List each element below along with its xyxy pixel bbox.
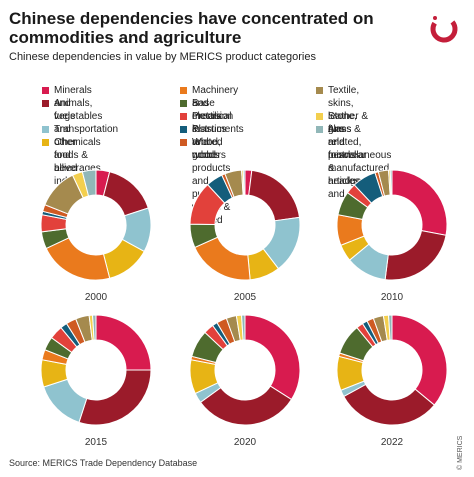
legend-swatch: [42, 139, 49, 146]
legend-label: Stone, glass and pearls: [328, 111, 357, 161]
legend-swatch: [42, 87, 49, 94]
donut-slice: [43, 378, 88, 423]
donut-slice: [388, 314, 393, 341]
donut-slice: [199, 385, 293, 426]
legend-label: Machinery and electrical: [192, 85, 239, 122]
donut-slice: [389, 169, 393, 196]
donut-slice: [244, 314, 301, 401]
donut-slice: [248, 169, 301, 222]
source-note: Source: MERICS Trade Dependency Database: [9, 458, 198, 468]
donut-2005: [189, 169, 301, 281]
legend-label: Transportation: [54, 124, 119, 135]
donut-slice: [241, 314, 246, 341]
year-label: 2000: [84, 292, 108, 303]
chart-title: Chinese dependencies have concentrated o…: [9, 9, 374, 47]
donut-slice: [102, 171, 149, 217]
donut-slice: [81, 169, 97, 197]
donut-slice: [391, 169, 448, 236]
donut-2022: [336, 314, 448, 426]
donut-slice: [384, 230, 447, 281]
legend-swatch: [180, 100, 187, 107]
chart-subtitle: Chinese dependencies in value by MERICS …: [9, 51, 316, 63]
legend-label: Precision instruments: [192, 111, 244, 135]
merics-logo-icon: [430, 15, 458, 43]
donut-2010: [336, 169, 448, 281]
legend-swatch: [180, 113, 187, 120]
legend-label: Plastics and rubbers: [192, 124, 227, 161]
year-label: 2015: [84, 437, 108, 448]
legend-swatch: [180, 126, 187, 133]
donut-slice: [242, 169, 246, 196]
donut-2015: [40, 314, 152, 426]
legend-swatch: [180, 87, 187, 94]
donut-slice: [95, 314, 152, 371]
donut-slice: [92, 314, 97, 341]
legend-label: Textile, skins, leather & furs and footw…: [328, 85, 371, 187]
legend-swatch: [316, 87, 323, 94]
donut-slice: [391, 314, 448, 406]
donut-2000: [40, 169, 152, 281]
legend-label: Base metals & related goods: [192, 98, 223, 161]
year-label: 2020: [233, 437, 257, 448]
legend-swatch: [316, 126, 323, 133]
legend-label: Minerals and fuels: [54, 85, 92, 122]
year-label: 2010: [380, 292, 404, 303]
year-label: 2005: [233, 292, 257, 303]
year-label: 2022: [380, 437, 404, 448]
legend-swatch: [42, 100, 49, 107]
credit-note: © MERICS: [457, 435, 464, 470]
donut-2020: [189, 314, 301, 426]
donut-slice: [343, 383, 436, 426]
donut-slice: [78, 369, 152, 426]
legend-label: Animals, vegetables and other foods & be…: [54, 98, 103, 174]
legend-swatch: [180, 139, 187, 146]
legend-swatch: [316, 113, 323, 120]
legend-swatch: [42, 126, 49, 133]
